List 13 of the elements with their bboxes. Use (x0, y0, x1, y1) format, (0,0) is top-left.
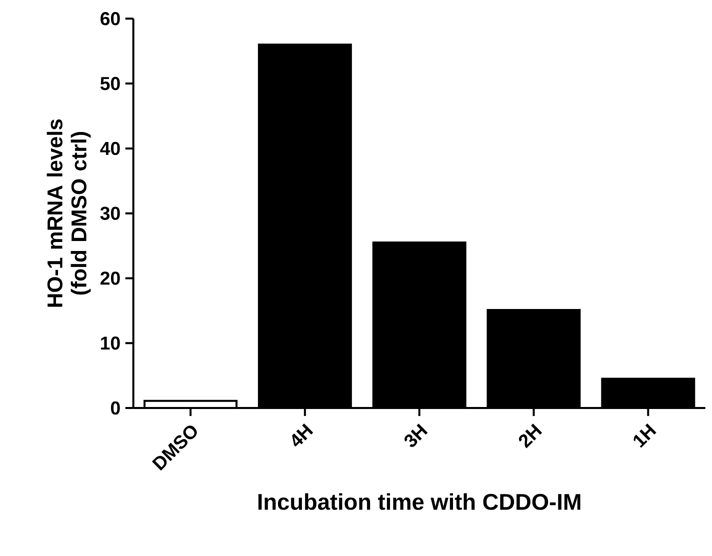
y-axis-title: HO-1 mRNA levels (fold DMSO ctrl) (46, 119, 91, 307)
y-tick-label: 10 (101, 336, 120, 350)
x-axis-title: Incubation time with CDDO-IM (258, 493, 580, 510)
x-tick-label: 4H (292, 424, 314, 447)
y-tick-label: 60 (100, 12, 120, 26)
x-tick-label: 1H (634, 424, 656, 448)
y-tick-label: 0 (110, 401, 120, 415)
y-tick-label: 20 (100, 272, 120, 285)
x-tick-label: 2H (518, 424, 542, 448)
y-tick-label: 40 (100, 142, 120, 156)
y-tick-label: 50 (100, 76, 120, 90)
y-tick-label: 30 (100, 206, 120, 220)
x-tick-label: 3H (404, 424, 428, 447)
